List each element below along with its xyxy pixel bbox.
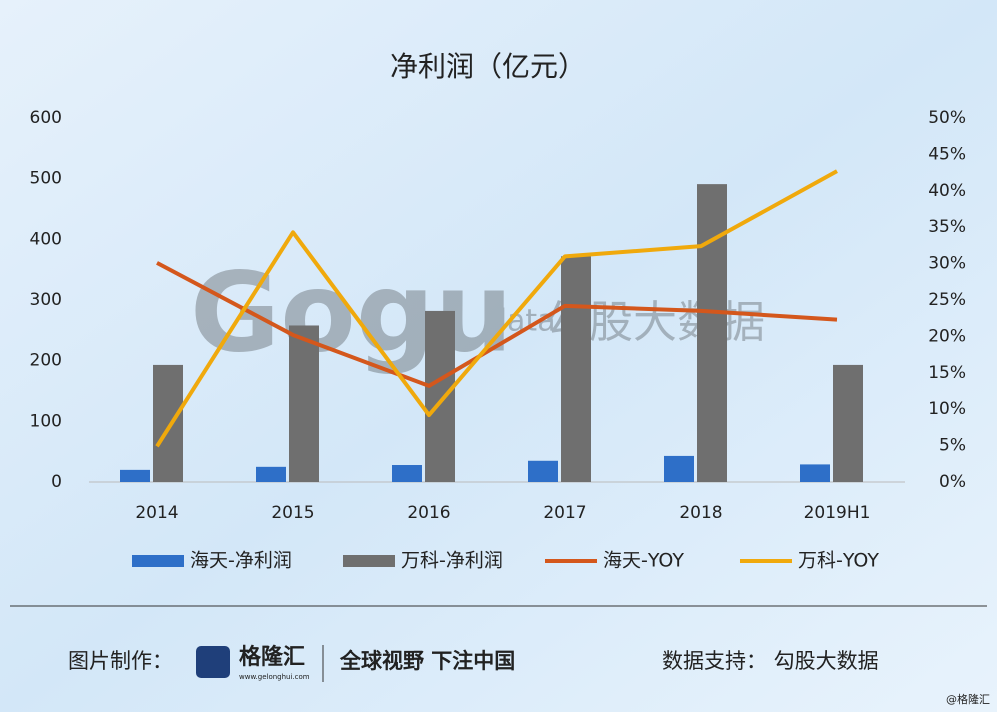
bar bbox=[664, 455, 694, 482]
logo-url: www.gelonghui.com bbox=[239, 673, 310, 681]
bar bbox=[800, 464, 830, 482]
y2-tick-label: 45% bbox=[928, 144, 966, 164]
credit: @格隆汇 bbox=[946, 692, 990, 706]
bar bbox=[697, 184, 727, 483]
x-tick-label: 2017 bbox=[543, 503, 586, 523]
legend-label: 海天-净利润 bbox=[190, 550, 292, 572]
bar bbox=[528, 460, 558, 482]
y2-tick-label: 20% bbox=[928, 326, 966, 346]
y2-tick-label: 10% bbox=[928, 399, 966, 419]
x-tick-label: 2014 bbox=[135, 503, 178, 523]
bar bbox=[120, 469, 150, 482]
bar bbox=[153, 364, 183, 482]
y2-tick-label: 25% bbox=[928, 290, 966, 310]
y-tick-label: 600 bbox=[30, 108, 62, 128]
y2-tick-label: 30% bbox=[928, 254, 966, 274]
logo-icon bbox=[196, 646, 230, 678]
logo: 格隆汇 bbox=[239, 644, 305, 670]
source: 数据支持： 勾股大数据 bbox=[662, 649, 879, 673]
legend-swatch bbox=[343, 555, 395, 567]
chart-title: 净利润（亿元） bbox=[390, 50, 586, 83]
y2-tick-label: 50% bbox=[928, 108, 966, 128]
x-tick-label: 2018 bbox=[679, 503, 722, 523]
bar bbox=[289, 325, 319, 482]
bar bbox=[833, 364, 863, 482]
legend-label: 海天-YOY bbox=[603, 550, 684, 572]
line bbox=[156, 261, 838, 388]
y2-tick-label: 15% bbox=[928, 363, 966, 383]
slogan: 全球视野 下注中国 bbox=[339, 649, 515, 673]
y-tick-label: 500 bbox=[30, 169, 62, 189]
x-tick-label: 2016 bbox=[407, 503, 450, 523]
y-tick-label: 200 bbox=[30, 351, 62, 371]
bar bbox=[561, 256, 591, 482]
made-by: 图片制作： bbox=[68, 649, 173, 673]
line bbox=[155, 169, 838, 448]
legend-label: 万科-YOY bbox=[798, 550, 879, 572]
y2-tick-label: 0% bbox=[939, 472, 966, 492]
x-tick-label: 2015 bbox=[271, 503, 314, 523]
y-tick-label: 300 bbox=[30, 290, 62, 310]
legend-label: 万科-净利润 bbox=[401, 550, 503, 572]
bar bbox=[425, 310, 455, 482]
x-tick-label: 2019H1 bbox=[804, 503, 871, 523]
y2-tick-label: 35% bbox=[928, 217, 966, 237]
y-tick-label: 0 bbox=[51, 472, 62, 492]
y2-tick-label: 40% bbox=[928, 181, 966, 201]
y-tick-label: 100 bbox=[30, 411, 62, 431]
bar bbox=[392, 465, 422, 482]
bar bbox=[256, 466, 286, 482]
y-tick-label: 400 bbox=[30, 229, 62, 249]
y2-tick-label: 5% bbox=[939, 436, 966, 456]
legend-swatch bbox=[132, 555, 184, 567]
